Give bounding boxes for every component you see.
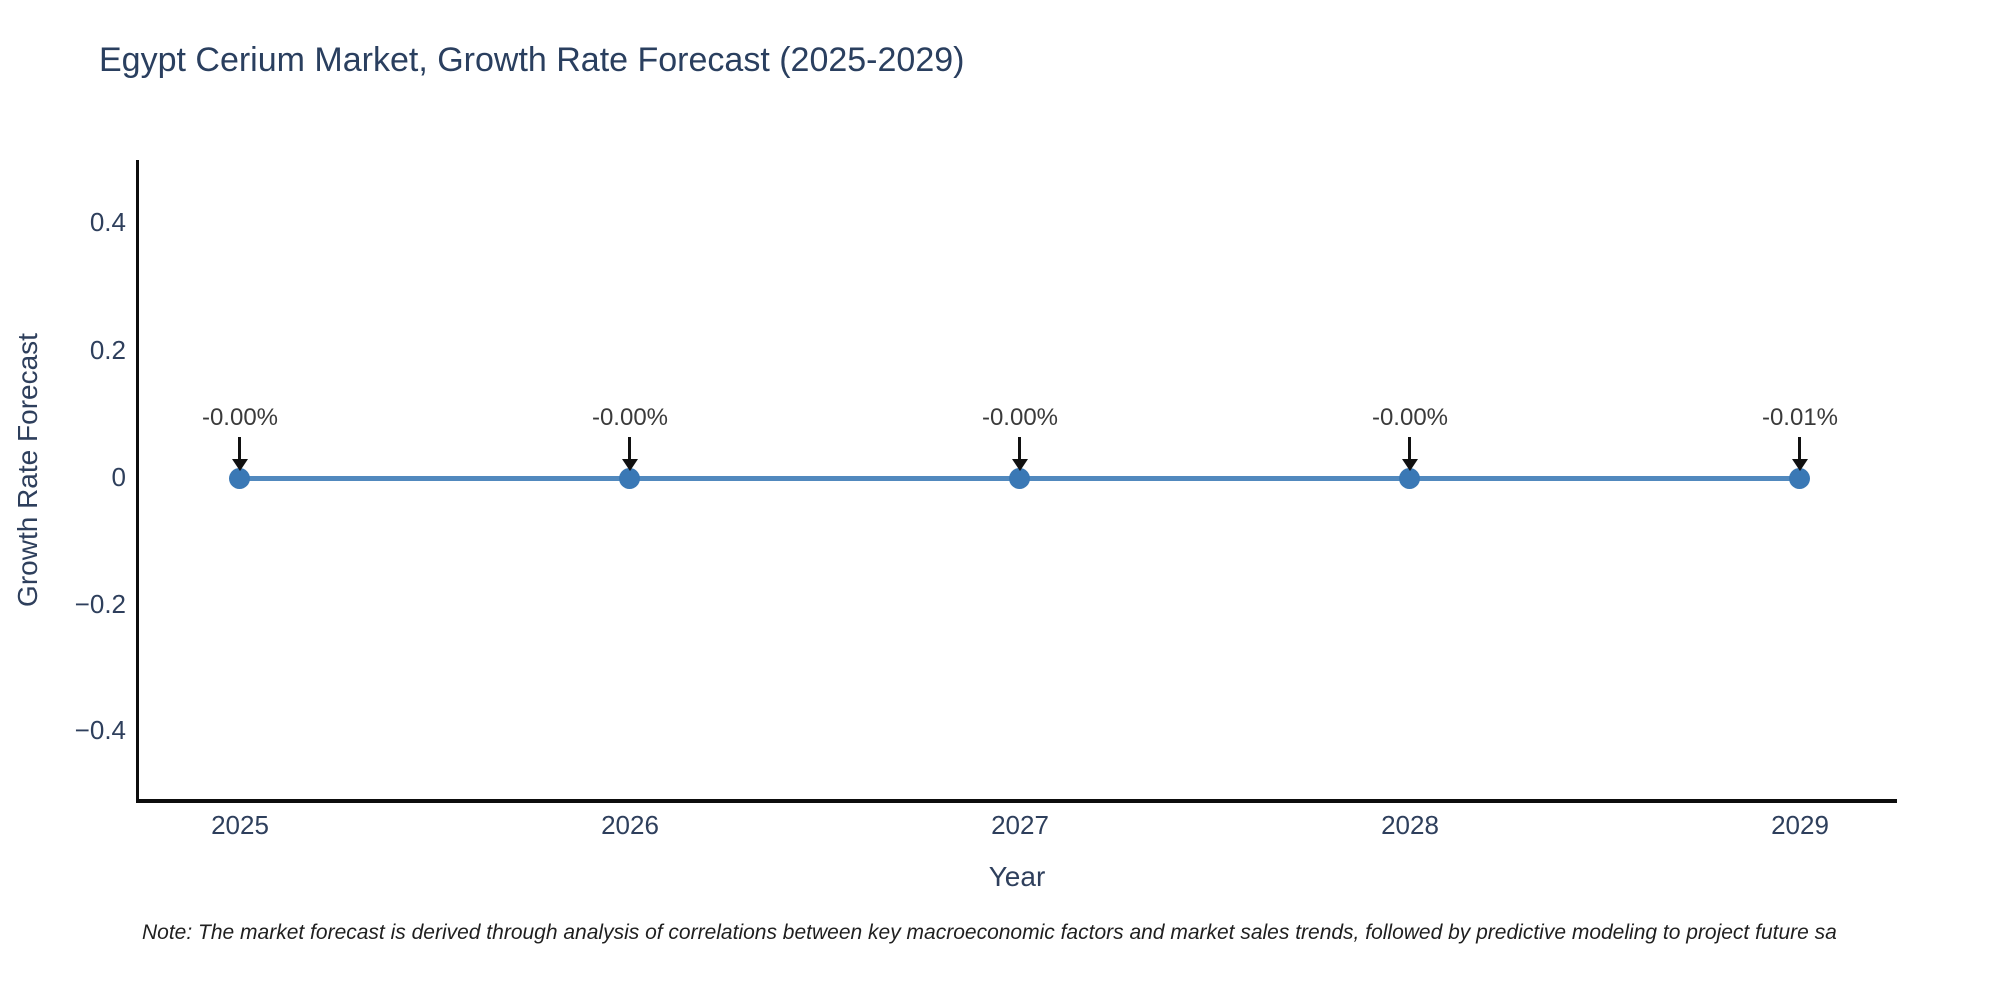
annotation-arrowhead-icon — [1402, 459, 1418, 471]
data-point-marker — [1399, 468, 1420, 489]
annotation-arrowhead-icon — [232, 459, 248, 471]
y-axis-line — [136, 160, 139, 803]
annotation-arrowhead-icon — [1012, 459, 1028, 471]
data-point-marker — [619, 468, 640, 489]
x-axis-line — [136, 799, 1897, 803]
y-tick-label: 0.4 — [89, 207, 126, 237]
annotation-arrowhead-icon — [622, 459, 638, 471]
data-point-marker — [1009, 468, 1030, 489]
data-point-label: -0.00% — [591, 404, 669, 431]
y-tick-label: −0.2 — [74, 589, 126, 619]
annotation-arrow-stem — [1798, 437, 1801, 460]
data-point-label: -0.00% — [981, 404, 1059, 431]
data-point-label: -0.01% — [1761, 404, 1839, 431]
y-axis-title: Growth Rate Forecast — [12, 333, 43, 607]
footnote: Note: The market forecast is derived thr… — [142, 921, 1837, 944]
annotation-arrow-stem — [628, 437, 631, 460]
chart-title: Egypt Cerium Market, Growth Rate Forecas… — [99, 41, 965, 79]
x-tick-label: 2025 — [211, 810, 269, 840]
x-tick-label: 2028 — [1381, 810, 1439, 840]
x-tick-label: 2026 — [601, 810, 659, 840]
y-tick-label: 0.2 — [89, 335, 126, 365]
data-point-label: -0.00% — [201, 404, 279, 431]
y-tick-label: −0.4 — [74, 715, 126, 745]
x-tick-label: 2027 — [991, 810, 1049, 840]
annotation-arrow-stem — [238, 437, 241, 460]
data-point-label: -0.00% — [1371, 404, 1449, 431]
x-tick-label: 2029 — [1771, 810, 1829, 840]
y-tick-label: 0 — [111, 462, 126, 492]
annotation-arrow-stem — [1408, 437, 1411, 460]
annotation-arrow-stem — [1018, 437, 1021, 460]
x-axis-title: Year — [988, 861, 1046, 892]
data-point-marker — [1789, 468, 1810, 489]
data-point-marker — [229, 468, 250, 489]
annotation-arrowhead-icon — [1792, 459, 1808, 471]
